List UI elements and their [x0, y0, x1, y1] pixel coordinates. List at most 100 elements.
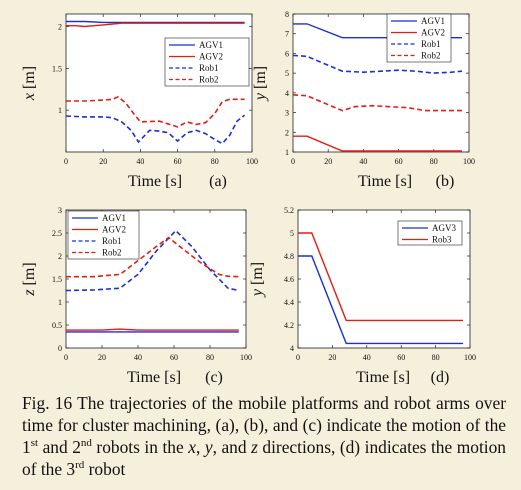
x-axis-label: Time [s] [356, 369, 410, 386]
caption-text-mid1: and 2 [38, 437, 81, 457]
legend-label: AGV1 [199, 40, 223, 50]
legend-box [67, 210, 140, 260]
y-tick-label: 2.5 [52, 229, 62, 238]
series-line-agv2 [66, 22, 245, 28]
caption-var-z: z [251, 437, 258, 457]
x-tick-label: 80 [432, 353, 440, 362]
panel-tag: (c) [205, 369, 223, 386]
series-line-agv1 [66, 20, 245, 24]
y-tick-label: 5.2 [284, 206, 294, 215]
x-tick-label: 60 [397, 353, 405, 362]
x-tick-label: 0 [64, 157, 68, 166]
y-tick-label: 2 [58, 23, 62, 32]
legend-label: Rob2 [102, 248, 122, 258]
x-axis-label: Time [s] [127, 369, 181, 386]
y-tick-label: 2 [58, 252, 62, 261]
series-line-rob1 [65, 229, 239, 292]
caption-sup-2: nd [80, 437, 92, 450]
legend-label: AGV3 [432, 223, 456, 233]
caption-sep-2: , and [212, 437, 252, 457]
series-line-agv2 [66, 328, 239, 331]
x-tick-label: 0 [64, 353, 68, 362]
y-tick-label: 1 [58, 106, 62, 115]
y-tick-label: 4.2 [284, 321, 294, 330]
y-tick-label: 6 [285, 49, 289, 58]
x-tick-label: 100 [246, 157, 258, 166]
y-tick-label: 1.5 [52, 64, 62, 73]
legend-label: AGV1 [421, 16, 445, 26]
series-line-agv2 [293, 135, 462, 152]
y-axis-label: z [m] [21, 262, 38, 296]
legend-label: AGV2 [199, 52, 223, 62]
caption-var-y: y [204, 437, 213, 457]
y-axis-label: x [m] [21, 66, 38, 101]
x-tick-label: 20 [99, 157, 107, 166]
panel-tag: (a) [209, 173, 227, 190]
x-tick-label: 60 [395, 157, 403, 166]
caption-sup-3: rd [75, 459, 85, 472]
y-tick-label: 3 [285, 109, 289, 118]
y-tick-label: 0 [58, 344, 62, 353]
x-tick-label: 60 [170, 353, 178, 362]
x-tick-label: 80 [430, 157, 438, 166]
x-tick-label: 60 [174, 157, 182, 166]
x-tick-label: 40 [363, 353, 371, 362]
x-tick-label: 20 [328, 353, 336, 362]
x-axis-label: Time [s] [358, 173, 412, 190]
y-tick-label: 8 [285, 10, 289, 19]
legend-label: Rob2 [421, 51, 441, 61]
y-tick-label: 2 [285, 128, 289, 137]
panel-tag: (d) [431, 369, 450, 386]
legend-label: Rob1 [421, 39, 441, 49]
legend-box [397, 220, 463, 246]
x-tick-label: 100 [240, 353, 252, 362]
caption-text-suffix: robot [84, 459, 126, 479]
y-tick-label: 4 [285, 89, 289, 98]
caption-sup-1: st [30, 437, 39, 450]
y-axis-label: y [m] [249, 262, 266, 298]
x-tick-label: 20 [98, 353, 106, 362]
series-line-rob3 [298, 232, 464, 322]
series-line-agv3 [298, 255, 464, 345]
series-line-rob1 [292, 54, 463, 74]
x-tick-label: 20 [324, 157, 332, 166]
y-tick-label: 5 [285, 69, 289, 78]
y-tick-label: 4.4 [284, 298, 294, 307]
panel-tag: (b) [436, 173, 455, 190]
caption-text-mid2: robots in the [91, 437, 189, 457]
x-tick-label: 100 [464, 353, 476, 362]
y-tick-label: 5 [290, 229, 294, 238]
legend-label: Rob2 [199, 75, 219, 85]
series-line-rob2 [292, 94, 462, 112]
legend-label: AGV2 [102, 225, 126, 235]
y-tick-label: 3 [58, 206, 62, 215]
legend: AGV3 Rob3 [397, 220, 463, 246]
caption-text-prefix: Fig. 16 The trajectories of the mobile p… [22, 393, 506, 457]
y-tick-label: 1.5 [52, 275, 62, 284]
series-line-rob2 [66, 95, 245, 128]
caption-var-x: x [188, 437, 196, 457]
legend-label: Rob1 [199, 63, 219, 73]
x-axis-label: Time [s] [128, 173, 182, 190]
caption-sep-1: , [195, 437, 205, 457]
y-axis-label: y [m] [252, 66, 269, 102]
legend-box [164, 37, 250, 87]
caption-text-mid3: directions, (d) indicates the motion of … [22, 437, 506, 479]
series-line-rob2 [66, 236, 239, 278]
y-tick-label: 4.6 [284, 275, 294, 284]
x-tick-label: 0 [291, 157, 295, 166]
legend-label: Rob1 [102, 236, 122, 246]
x-tick-label: 80 [211, 157, 219, 166]
legend-label: AGV1 [102, 213, 126, 223]
x-tick-label: 0 [296, 353, 300, 362]
y-tick-label: 0.5 [52, 321, 62, 330]
y-tick-label: 1 [58, 298, 62, 307]
legend-label: Rob3 [432, 235, 452, 245]
legend-box [386, 13, 452, 63]
x-tick-label: 40 [136, 157, 144, 166]
chart-panel-4: 0 20 40 60 80 100 4 4.2 4.4 4.6 4.8 5 5.2 AGV3 Rob3 Tim… [249, 206, 476, 386]
x-tick-label: 40 [359, 157, 367, 166]
